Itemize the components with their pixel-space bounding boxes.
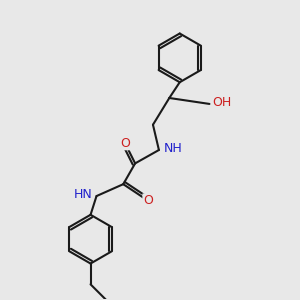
Text: NH: NH bbox=[164, 142, 182, 155]
Text: HN: HN bbox=[73, 188, 92, 201]
Text: OH: OH bbox=[212, 96, 231, 109]
Text: O: O bbox=[143, 194, 153, 207]
Text: O: O bbox=[120, 137, 130, 150]
